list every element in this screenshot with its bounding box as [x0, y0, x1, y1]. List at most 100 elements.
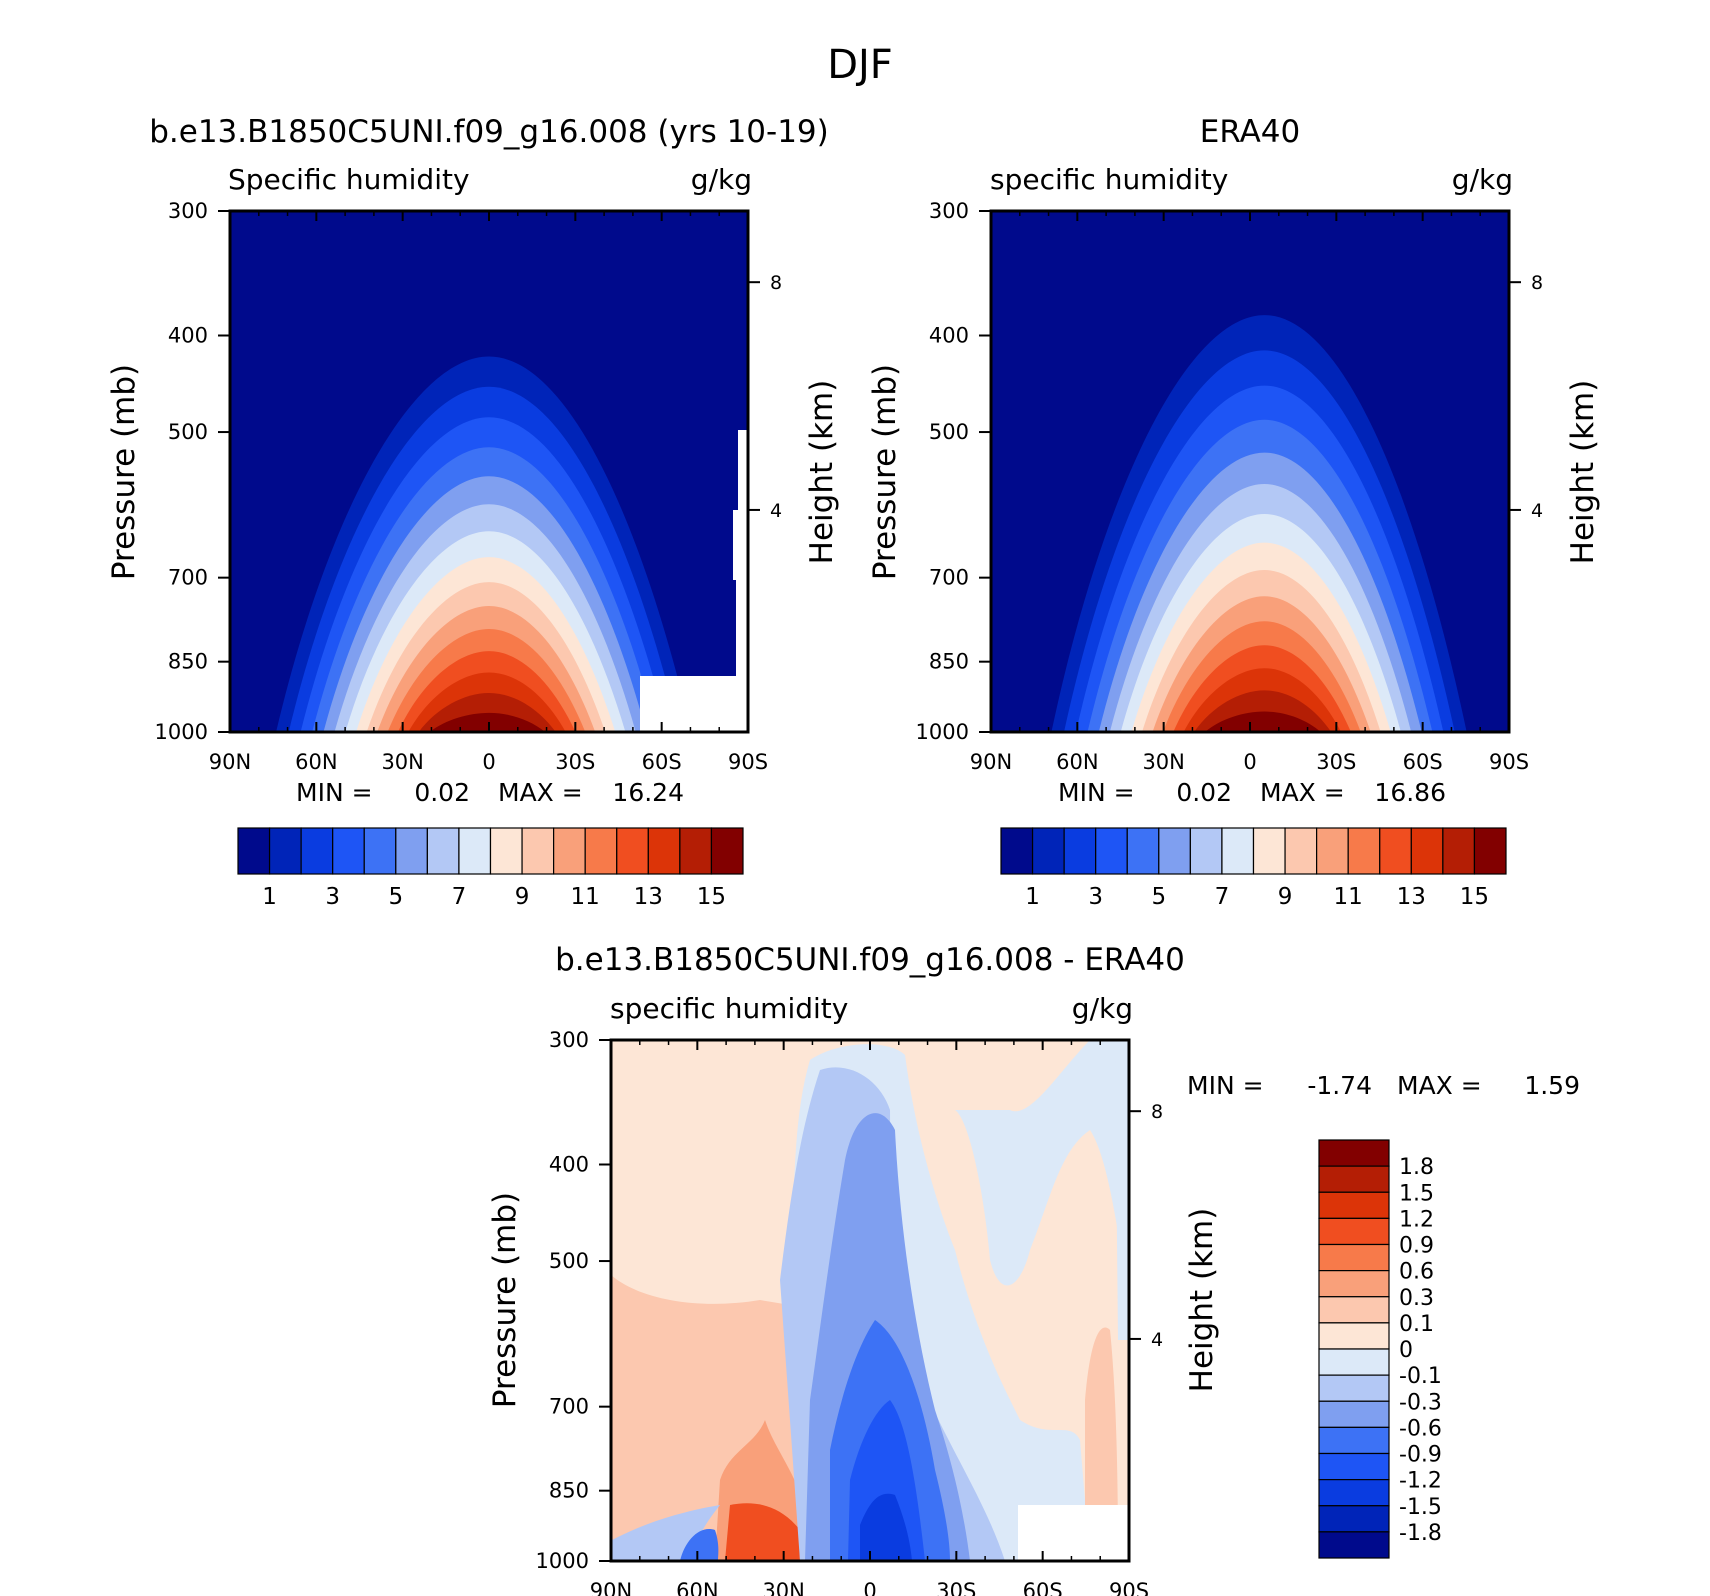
- contour-level: [1085, 1327, 1118, 1561]
- colorbar-label: -1.5: [1399, 1495, 1442, 1520]
- colorbar-label: 15: [697, 884, 726, 910]
- contour-level: [1205, 711, 1321, 732]
- y-tick-label: 300: [549, 1028, 589, 1052]
- y-axis-label: Pressure (mb): [487, 1192, 523, 1408]
- colorbar-swatch: [1316, 827, 1349, 875]
- colorbar-swatch: [616, 827, 649, 875]
- y-tick-label: 500: [549, 1249, 589, 1273]
- y-tick-label: 700: [168, 566, 208, 590]
- colorbar-label: 0.1: [1399, 1312, 1434, 1337]
- colorbar-label: 0.9: [1399, 1234, 1434, 1259]
- x-tick-label: 30S: [555, 750, 595, 774]
- colorbar-swatch: [1318, 1374, 1390, 1402]
- x-tick-label: 0: [1243, 750, 1256, 774]
- colorbar-label: 7: [452, 884, 467, 910]
- colorbar-swatch: [1158, 827, 1191, 875]
- variable-label: Specific humidity: [228, 163, 470, 196]
- y-axis-right-label: Height (km): [804, 380, 840, 565]
- colorbar-swatch: [1031, 827, 1065, 875]
- y-right-tick-label: 4: [770, 500, 782, 522]
- contour-field: [230, 211, 748, 732]
- colorbar-label: 11: [571, 884, 600, 910]
- colorbar-label: 1.2: [1399, 1207, 1434, 1232]
- panel-diff: b.e13.B1850C5UNI.f09_g16.008 - ERA40 spe…: [487, 942, 1580, 1596]
- y-tick-label: 700: [929, 566, 969, 590]
- colorbar-swatch: [679, 827, 713, 875]
- colorbar-swatch: [1347, 827, 1381, 875]
- contour-level: [680, 1529, 719, 1561]
- colorbar-label: 9: [1278, 884, 1293, 910]
- colorbar: 1 3 5 7 9 11 13 15: [237, 827, 744, 910]
- colorbar-label: -0.9: [1399, 1443, 1442, 1468]
- colorbar-label: 11: [1334, 884, 1363, 910]
- max-value: 1.59: [1524, 1071, 1580, 1100]
- colorbar-swatch: [426, 827, 460, 875]
- y-right-tick-label: 8: [1151, 1101, 1163, 1123]
- x-tick-label: 30N: [381, 750, 423, 774]
- colorbar-label: 1.8: [1399, 1155, 1434, 1180]
- colorbar-swatch: [1318, 1139, 1390, 1167]
- panel-model: b.e13.B1850C5UNI.f09_g16.008 (yrs 10-19)…: [106, 114, 840, 910]
- colorbar-swatch: [1252, 827, 1286, 875]
- colorbar-swatch: [1318, 1322, 1390, 1350]
- x-tick-label: 90N: [209, 750, 251, 774]
- colorbar-swatch: [521, 827, 555, 875]
- y-right-tick-label: 4: [1151, 1329, 1163, 1351]
- y-right-tick-label: 8: [1531, 272, 1543, 294]
- units-label: g/kg: [691, 163, 752, 196]
- colorbar-swatch: [363, 827, 397, 875]
- missing-data-mask: [1018, 1505, 1129, 1561]
- y-tick-label: 400: [549, 1152, 589, 1176]
- x-tick-label: 90S: [1489, 750, 1529, 774]
- x-tick-label: 60N: [1056, 750, 1098, 774]
- y-tick-label: 850: [929, 650, 969, 674]
- colorbar: 1.81.51.20.90.60.30.10-0.1-0.3-0.6-0.9-1…: [1318, 1139, 1442, 1559]
- colorbar-swatch: [237, 827, 271, 875]
- y-axis-right: 84: [1509, 272, 1543, 522]
- colorbar-swatch: [1318, 1505, 1390, 1533]
- contour-levels: [1051, 315, 1467, 732]
- colorbar-swatch: [1318, 1531, 1390, 1559]
- contour-level: [955, 1040, 1129, 1300]
- units-label: g/kg: [1072, 992, 1133, 1025]
- min-label: MIN =: [296, 778, 373, 807]
- colorbar-label: 3: [1088, 884, 1103, 910]
- x-tick-label: 30N: [762, 1579, 804, 1596]
- x-tick-label: 90S: [728, 750, 768, 774]
- colorbar-swatch: [1442, 827, 1476, 875]
- y-tick-label: 400: [168, 323, 208, 347]
- colorbar-label: 1: [262, 884, 277, 910]
- colorbar-label: 1.5: [1399, 1181, 1434, 1206]
- contour-field: [991, 211, 1509, 732]
- x-tick-label: 90N: [590, 1579, 632, 1596]
- colorbar-label: 13: [1397, 884, 1426, 910]
- y-tick-label: 700: [549, 1395, 589, 1419]
- x-tick-label: 60S: [1023, 1579, 1063, 1596]
- y-right-tick-label: 8: [770, 272, 782, 294]
- y-axis-right: 84: [748, 272, 782, 522]
- colorbar-swatch: [1221, 827, 1255, 875]
- y-tick-label: 400: [929, 323, 969, 347]
- min-value: 0.02: [1176, 778, 1232, 807]
- colorbar-label: 15: [1460, 884, 1489, 910]
- x-axis: 90N 60N 30N 0 30S 60S 90S: [970, 211, 1529, 774]
- min-label: MIN =: [1187, 1071, 1264, 1100]
- panel-title: b.e13.B1850C5UNI.f09_g16.008 (yrs 10-19): [149, 114, 829, 150]
- panel-title: b.e13.B1850C5UNI.f09_g16.008 - ERA40: [555, 942, 1185, 978]
- colorbar-swatch: [1318, 1165, 1390, 1193]
- x-tick-label: 60N: [676, 1579, 718, 1596]
- colorbar-swatch: [1189, 827, 1223, 875]
- panel-title: ERA40: [1200, 114, 1301, 150]
- units-label: g/kg: [1452, 163, 1513, 196]
- colorbar-swatch: [584, 827, 618, 875]
- colorbar-swatch: [1379, 827, 1412, 875]
- colorbar-swatch: [1000, 827, 1034, 875]
- colorbar-label: -0.6: [1399, 1416, 1442, 1441]
- colorbar-swatch: [1318, 1270, 1390, 1298]
- colorbar-label: 0.3: [1399, 1286, 1434, 1311]
- colorbar-label: 0.6: [1399, 1260, 1434, 1285]
- contour-level: [429, 712, 546, 732]
- colorbar-swatch: [1318, 1479, 1390, 1507]
- colorbar-swatch: [1063, 827, 1097, 875]
